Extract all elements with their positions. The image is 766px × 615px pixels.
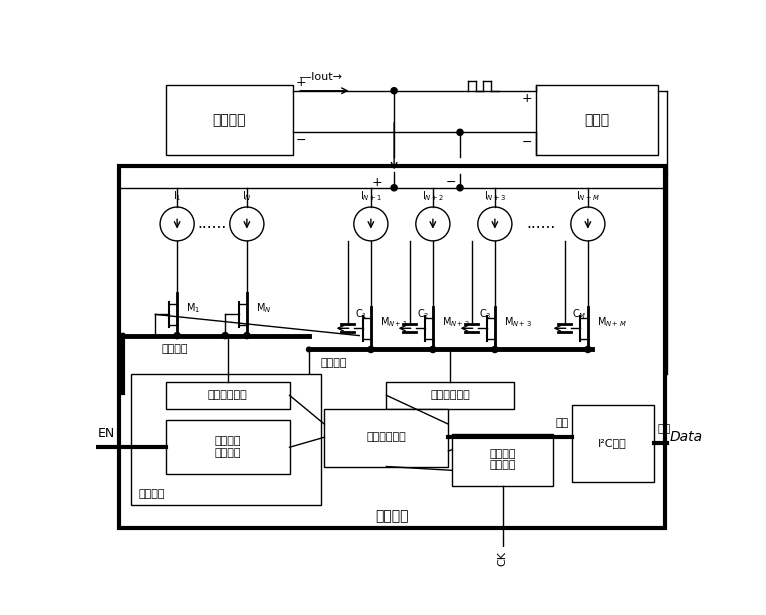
Text: M$_{N+3}$: M$_{N+3}$	[504, 315, 532, 329]
Text: 示波器: 示波器	[584, 113, 609, 127]
Text: 瞬态使能
控制模块: 瞬态使能 控制模块	[214, 437, 241, 458]
Text: M$_{N+M}$: M$_{N+M}$	[597, 315, 627, 329]
Circle shape	[368, 346, 374, 352]
Circle shape	[120, 334, 125, 339]
Circle shape	[457, 184, 463, 191]
Circle shape	[457, 129, 463, 135]
Bar	[536, 85, 658, 154]
Text: M$_{N+1}$: M$_{N+1}$	[380, 315, 408, 329]
Text: I$_{N+2}$: I$_{N+2}$	[422, 189, 444, 203]
Text: M$_{N+2}$: M$_{N+2}$	[442, 315, 470, 329]
Text: C$_2$: C$_2$	[417, 308, 430, 321]
Text: 数据处理模块: 数据处理模块	[366, 432, 406, 442]
Circle shape	[584, 346, 591, 352]
Text: C$_M$: C$_M$	[572, 308, 587, 321]
Bar	[165, 382, 290, 409]
Circle shape	[222, 333, 228, 339]
Bar	[452, 434, 553, 486]
Text: 模拟负载: 模拟负载	[375, 510, 408, 523]
Text: 时钟信号
接收模块: 时钟信号 接收模块	[489, 449, 516, 470]
Circle shape	[306, 347, 311, 352]
Text: 待测电源: 待测电源	[212, 113, 246, 127]
Text: C$_1$: C$_1$	[355, 308, 368, 321]
Circle shape	[244, 333, 250, 339]
Bar	[165, 420, 290, 474]
Text: +: +	[372, 177, 382, 189]
Text: +: +	[522, 92, 532, 105]
Text: I$_N$: I$_N$	[242, 189, 252, 203]
Circle shape	[391, 184, 398, 191]
Circle shape	[174, 333, 180, 339]
Bar	[324, 409, 448, 467]
Text: 电流调整模块: 电流调整模块	[208, 390, 247, 400]
Text: I$_1$: I$_1$	[173, 189, 182, 203]
Circle shape	[430, 346, 436, 352]
Text: −: −	[296, 134, 306, 147]
Text: I$_{N+M}$: I$_{N+M}$	[576, 189, 600, 203]
Text: ―Iout→: ―Iout→	[300, 71, 342, 82]
Circle shape	[120, 333, 125, 338]
Circle shape	[391, 88, 398, 94]
Text: C$_3$: C$_3$	[480, 308, 492, 321]
Text: 第一总线: 第一总线	[162, 344, 188, 354]
Text: M$_1$: M$_1$	[186, 301, 201, 315]
Text: 并口: 并口	[555, 418, 568, 428]
Bar	[572, 405, 653, 482]
Text: EN: EN	[98, 427, 116, 440]
Text: 串口: 串口	[658, 424, 671, 434]
Text: ......: ......	[198, 216, 227, 231]
Bar	[131, 374, 320, 505]
Text: M$_N$: M$_N$	[256, 301, 272, 315]
Text: 控制模块: 控制模块	[139, 489, 165, 499]
Bar	[119, 166, 666, 528]
Bar	[165, 85, 293, 154]
Text: I²C模块: I²C模块	[598, 438, 627, 448]
Text: 延时调整模块: 延时调整模块	[430, 390, 470, 400]
Text: ......: ......	[527, 216, 556, 231]
Text: I$_{N+3}$: I$_{N+3}$	[484, 189, 506, 203]
Text: CK: CK	[498, 551, 508, 566]
Text: −: −	[446, 177, 456, 189]
Text: −: −	[522, 135, 532, 148]
Text: 第二总线: 第二总线	[320, 359, 347, 368]
Text: +: +	[296, 76, 306, 89]
Text: Data: Data	[669, 430, 702, 444]
Bar	[386, 382, 514, 409]
Circle shape	[492, 346, 498, 352]
Text: I$_{N+1}$: I$_{N+1}$	[360, 189, 382, 203]
